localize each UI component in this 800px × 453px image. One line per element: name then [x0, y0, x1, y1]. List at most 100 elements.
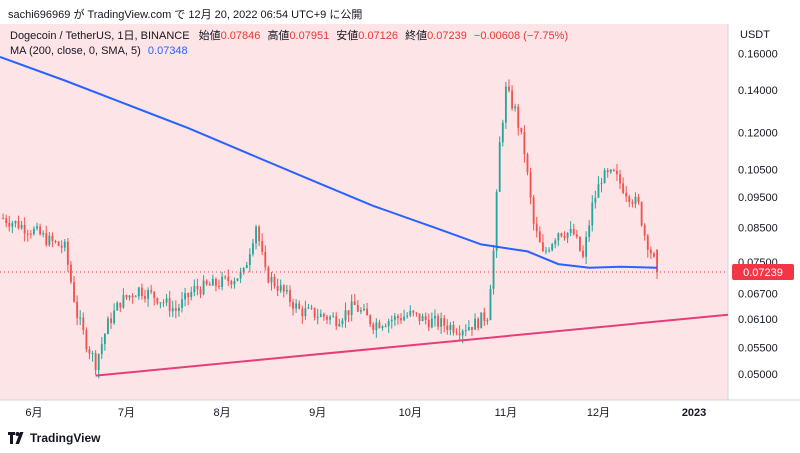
candle-body: [33, 228, 35, 235]
support-trendline[interactable]: [95, 313, 729, 377]
change-value: −0.00608 (−7.75%): [473, 30, 569, 42]
y-tick-label: 0.06700: [738, 288, 778, 300]
candle-body: [252, 243, 254, 255]
candle-body: [335, 316, 338, 327]
candle-body: [110, 318, 112, 324]
candle-body: [26, 233, 29, 235]
candle-body: [548, 250, 551, 252]
candle-body: [508, 86, 510, 91]
candle-body: [45, 233, 48, 245]
candle-body: [57, 241, 60, 246]
candle-body: [181, 299, 183, 308]
candle-body: [236, 278, 239, 281]
candle-body: [594, 197, 597, 203]
candle-body: [582, 250, 584, 257]
candle-body: [63, 241, 66, 248]
candle-body: [501, 122, 504, 143]
candle-body: [443, 318, 446, 326]
candle-body: [140, 287, 143, 297]
candle-body: [338, 323, 341, 327]
candle-body: [511, 90, 513, 109]
candle-body: [227, 276, 230, 282]
candle-body: [17, 221, 20, 229]
candle-body: [307, 307, 310, 309]
y-tick-label: 0.12000: [738, 128, 778, 140]
chart-area[interactable]: USDT 0.16000 0.14000 0.12000 0.10500 0.09500 0…: [0, 24, 800, 422]
price-axis-background[interactable]: [728, 24, 800, 422]
candle-body: [532, 197, 535, 224]
y-tick-label: 0.09500: [738, 192, 778, 204]
candle-body: [76, 301, 79, 318]
candle-body: [255, 226, 257, 244]
candle-body: [60, 245, 63, 248]
candle-body: [261, 240, 264, 252]
candle-body: [39, 226, 42, 235]
candle-body: [11, 223, 14, 227]
candle-body: [316, 316, 319, 318]
candle-body: [372, 324, 375, 330]
candle-body: [569, 228, 572, 233]
candle-body: [449, 324, 452, 330]
candle-body: [313, 307, 316, 318]
candle-body: [649, 249, 652, 254]
candle-body: [156, 298, 159, 304]
candle-body: [384, 326, 387, 328]
candle-body: [36, 226, 38, 229]
candle-body: [94, 353, 97, 371]
candle-body: [177, 307, 180, 311]
ma-value: 0.07348: [147, 45, 188, 57]
plot-background[interactable]: [0, 24, 728, 400]
candle-body: [292, 302, 294, 309]
candle-body: [619, 174, 621, 184]
candle-body: [489, 288, 492, 321]
candle-body: [264, 251, 267, 268]
ma-label[interactable]: MA (200, close, 0, SMA, 5): [10, 45, 141, 57]
candle-body: [437, 315, 439, 327]
candle-body: [233, 280, 236, 285]
candle-body: [495, 191, 498, 251]
close-value: 0.07239: [427, 30, 467, 42]
candle-body: [85, 330, 88, 350]
low-value: 0.07126: [358, 30, 399, 42]
candle-body: [245, 265, 248, 269]
candle-body: [409, 310, 412, 316]
candle-body: [480, 312, 483, 329]
candle-body: [224, 276, 227, 278]
tradingview-brand: TradingView: [30, 431, 101, 445]
candle-body: [242, 268, 245, 272]
candle-body: [137, 287, 140, 297]
candle-body: [270, 276, 273, 283]
candle-body: [119, 302, 122, 308]
tradingview-footer[interactable]: TradingView: [8, 429, 100, 447]
candle-body: [523, 131, 526, 155]
candle-body: [276, 286, 279, 291]
candle-body: [563, 236, 566, 238]
x-tick-label: 10月: [399, 407, 422, 419]
candle-body: [165, 298, 168, 303]
candle-body: [606, 170, 609, 173]
candle-body: [221, 276, 224, 287]
candle-body: [421, 316, 424, 322]
candle-body: [356, 304, 359, 312]
x-tick-label: 6月: [25, 407, 42, 419]
candle-body: [637, 196, 640, 203]
candle-body: [400, 318, 402, 321]
candle-body: [430, 318, 433, 328]
candle-body: [2, 218, 5, 220]
candle-body: [215, 278, 217, 286]
high-value: 0.07951: [289, 30, 330, 42]
symbol-label[interactable]: Dogecoin / TetherUS, 1日, BINANCE: [10, 30, 190, 42]
candle-body: [196, 285, 199, 290]
candle-body: [79, 317, 82, 319]
close-label: 終値: [405, 30, 428, 42]
candle-body: [622, 183, 625, 193]
candle-body: [353, 301, 356, 305]
candle-body: [415, 312, 418, 314]
candle-body: [282, 285, 285, 292]
x-tick-label: 8月: [214, 407, 231, 419]
candle-body: [551, 244, 554, 251]
candle-body: [218, 285, 220, 287]
candle-body: [326, 316, 328, 320]
candle-body: [498, 142, 501, 192]
price-chart[interactable]: USDT 0.16000 0.14000 0.12000 0.10500 0.09500 0…: [0, 24, 800, 422]
